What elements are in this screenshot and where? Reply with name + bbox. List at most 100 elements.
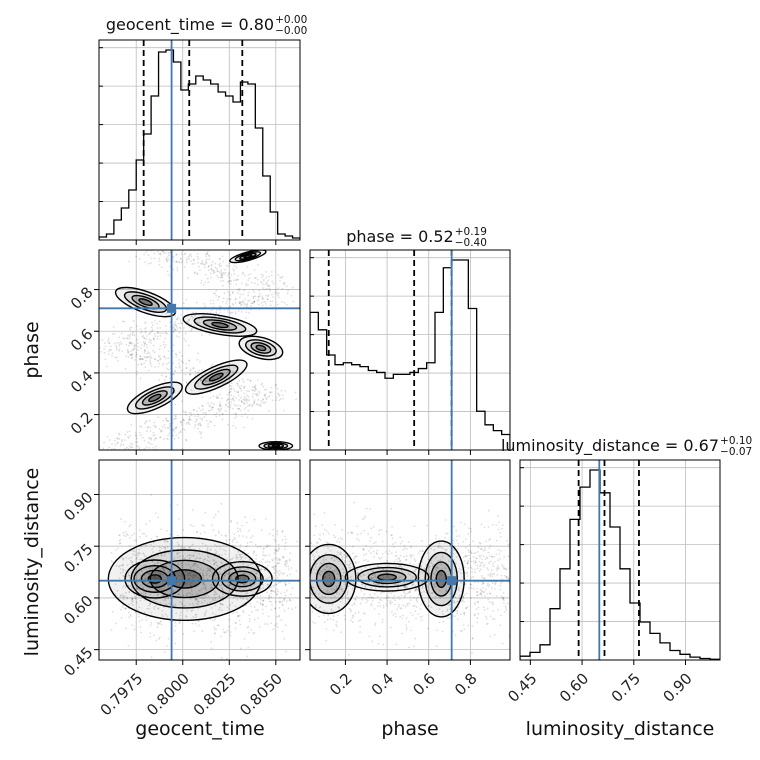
sample-point: [173, 430, 176, 433]
sample-point: [382, 643, 385, 646]
sample-point: [427, 604, 430, 607]
sample-point: [227, 291, 230, 294]
sample-point: [149, 436, 152, 439]
sample-point: [100, 350, 103, 353]
sample-point: [243, 289, 246, 292]
sample-point: [220, 561, 223, 564]
sample-point: [230, 388, 232, 390]
sample-point: [267, 279, 269, 282]
sample-point: [229, 404, 232, 407]
sample-point: [214, 549, 217, 552]
sample-point: [218, 265, 221, 268]
sample-point: [282, 397, 285, 400]
sample-point: [460, 600, 463, 603]
sample-point: [245, 406, 247, 409]
sample-point: [168, 552, 170, 554]
sample-point: [278, 399, 281, 402]
sample-point: [430, 606, 433, 609]
sample-point: [346, 592, 349, 594]
sample-point: [176, 318, 179, 321]
sample-point: [447, 604, 450, 607]
sample-point: [201, 334, 203, 336]
sample-point: [474, 601, 477, 604]
sample-point: [315, 604, 317, 607]
sample-point: [268, 275, 270, 278]
sample-point: [123, 320, 126, 323]
sample-point: [324, 576, 327, 579]
sample-point: [227, 398, 229, 401]
sample-point: [199, 424, 202, 426]
scatter-panel-geocent_time-luminosity_distance: [98, 459, 301, 661]
sample-point: [188, 258, 191, 260]
sample-point: [374, 576, 377, 579]
sample-point: [338, 575, 341, 578]
sample-point: [186, 609, 188, 612]
sample-point: [174, 353, 177, 355]
sample-point: [288, 559, 291, 562]
sample-point: [132, 349, 134, 352]
sample-point: [139, 584, 142, 587]
sample-point: [218, 570, 221, 573]
sample-point: [227, 573, 230, 576]
sample-point: [175, 356, 178, 358]
sample-point: [122, 557, 125, 560]
sample-point: [154, 365, 156, 368]
sample-point: [164, 541, 167, 544]
sample-point: [427, 586, 429, 589]
sample-point: [390, 626, 392, 629]
sample-point: [162, 362, 165, 365]
sample-point: [197, 265, 200, 268]
sample-point: [231, 397, 234, 400]
sample-point: [128, 260, 131, 263]
sample-point: [192, 367, 195, 370]
sample-point: [276, 570, 279, 573]
sample-point: [319, 533, 321, 536]
sample-point: [283, 609, 286, 612]
sample-point: [283, 581, 286, 584]
sample-point: [148, 357, 151, 359]
sample-point: [256, 546, 259, 548]
sample-point: [189, 418, 192, 421]
sample-point: [130, 602, 133, 605]
sample-point: [179, 421, 182, 423]
sample-point: [323, 511, 326, 514]
sample-point: [128, 341, 131, 344]
sample-point: [193, 315, 196, 317]
sample-point: [185, 439, 188, 442]
sample-point: [466, 572, 468, 575]
sample-point: [496, 573, 499, 576]
sample-point: [243, 403, 246, 405]
sample-point: [196, 255, 199, 258]
sample-point: [361, 583, 364, 586]
sample-point: [149, 359, 152, 362]
sample-point: [142, 334, 144, 337]
sample-point: [291, 286, 294, 289]
sample-point: [213, 619, 216, 621]
sample-point: [220, 397, 223, 400]
sample-point: [491, 573, 494, 576]
truth-marker: [167, 303, 177, 313]
sample-point: [229, 279, 232, 282]
sample-point: [241, 552, 244, 555]
sample-point: [449, 544, 452, 547]
sample-point: [147, 262, 150, 265]
sample-point: [255, 394, 258, 397]
sample-point: [280, 572, 283, 574]
sample-point: [327, 592, 329, 594]
sample-point: [166, 540, 169, 543]
sample-point: [158, 549, 161, 552]
sample-point: [244, 317, 247, 320]
sample-point: [127, 334, 130, 337]
sample-point: [261, 608, 264, 611]
sample-point: [335, 572, 338, 575]
sample-point: [362, 612, 365, 615]
sample-point: [124, 607, 127, 610]
sample-point: [351, 604, 354, 607]
sample-point: [288, 582, 291, 585]
y-tick-label: 0.4: [67, 367, 97, 397]
sample-point: [144, 331, 147, 334]
sample-point: [168, 426, 170, 429]
sample-point: [401, 540, 403, 543]
sample-point: [272, 534, 274, 537]
sample-point: [188, 603, 191, 606]
